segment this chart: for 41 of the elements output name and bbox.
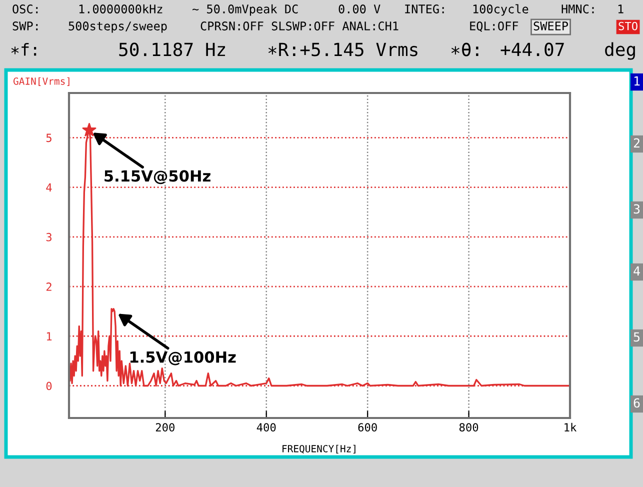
annotation: 1.5V@100Hz (130, 351, 236, 366)
y-tick-label: 3 (46, 232, 52, 242)
text: 50.1187 Hz (119, 42, 225, 56)
text: SWP: (12, 22, 38, 30)
text: HMNC: (562, 4, 594, 14)
y-tick-label: 5 (46, 134, 52, 142)
text: 100cycle (473, 4, 528, 16)
x-tick-label: 200 (156, 423, 174, 432)
y-axis-title: GAIN[Vrms] (13, 77, 70, 86)
text: SWEEP (534, 22, 568, 30)
x-tick-label: 1k (564, 422, 577, 432)
y-tick-label: 1 (46, 332, 52, 340)
text: ∗θ: (451, 42, 478, 56)
text: 2 (634, 138, 640, 148)
text: EQL:OFF (470, 22, 518, 32)
text: CPRSN:OFF SLSWP:OFF ANAL:CH1 (200, 22, 398, 30)
x-tick-label: 600 (358, 423, 377, 432)
text: 0.00 V (338, 4, 380, 14)
text: 1.0000000kHz (79, 4, 162, 14)
y-tick-label: 0 (46, 382, 52, 390)
text: OSC: (12, 4, 38, 14)
text: 500steps/sweep (68, 22, 167, 33)
text: ∗R:+5.145 Vrms (268, 42, 418, 56)
text: ∼ 50.0mVpeak DC (192, 4, 298, 16)
text: 1 (618, 4, 624, 14)
y-tick-label: 4 (46, 183, 52, 192)
y-tick-label: 2 (46, 282, 52, 291)
text: STO (618, 22, 638, 30)
text: 1 (634, 76, 640, 86)
text: 4 (634, 266, 640, 276)
text: INTEG: (405, 4, 444, 14)
x-tick-label: 400 (256, 423, 276, 432)
text: 5 (634, 332, 640, 342)
text: 6 (634, 398, 640, 408)
text: deg (605, 42, 635, 60)
text: +44.07 (500, 42, 564, 56)
text: 3 (634, 204, 640, 214)
x-axis-title: FREQUENCY[Hz] (282, 444, 356, 454)
annotation: 5.15V@50Hz (104, 170, 210, 184)
text: ∗f: (11, 42, 36, 56)
x-tick-label: 800 (459, 423, 478, 432)
